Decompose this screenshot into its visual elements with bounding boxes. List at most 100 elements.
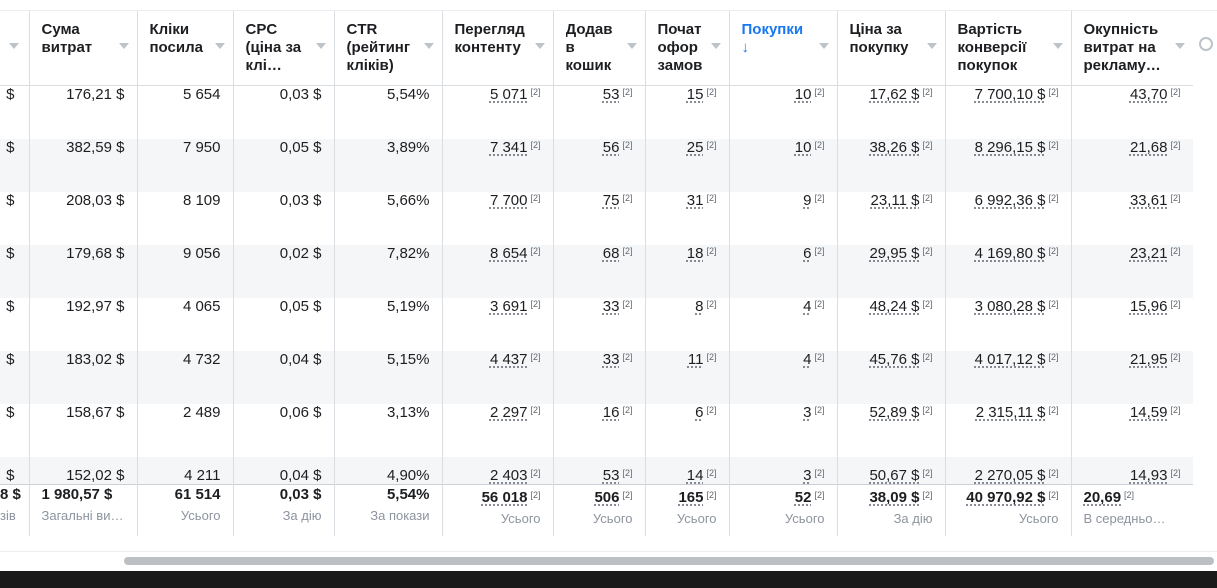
chevron-down-icon[interactable] [626, 43, 637, 49]
cell-content[interactable]: 50,67 $ [2] [869, 467, 944, 484]
table-row[interactable]: $179,68 $9 056 0,02 $7,82% 8 654 [2] 68 [2] 18… [0, 244, 1194, 298]
cell-content[interactable]: 17,62 $ [2] [869, 86, 944, 103]
table-row[interactable]: $382,59 $7 950 0,05 $3,89% 7 341 [2] 56 [2] 25… [0, 138, 1194, 192]
cell-content[interactable]: 23,21 [2] [1130, 245, 1192, 262]
column-header[interactable]: CTR (рейтинг кліків) [334, 11, 443, 86]
cell-content[interactable]: 43,70 [2] [1130, 86, 1192, 103]
cell-content[interactable]: 33 [2] [603, 298, 644, 315]
cell-content[interactable]: 33,61 [2] [1130, 192, 1192, 209]
cell-content[interactable]: 6 992,36 $ [2] [975, 192, 1070, 209]
cell-content[interactable]: 15 [2] [687, 86, 728, 103]
cell-content[interactable]: 8 [2] [695, 298, 728, 315]
chevron-down-icon[interactable] [423, 43, 434, 49]
chevron-down-icon[interactable] [926, 43, 937, 49]
cell-content[interactable]: 31 [2] [687, 192, 728, 209]
cell-content[interactable]: 5 071 [2] [490, 86, 552, 103]
chevron-down-icon[interactable] [534, 43, 545, 49]
cell-content[interactable]: 4 [2] [803, 351, 836, 368]
column-header[interactable]: Ціна за покупку [837, 11, 946, 86]
cell-content[interactable]: 3 080,28 $ [2] [975, 298, 1070, 315]
footnote-mark: [2] [814, 351, 825, 362]
column-header[interactable]: Сума витрат [29, 11, 138, 86]
cell-content[interactable]: 7 341 [2] [490, 139, 552, 156]
table-row[interactable]: $208,03 $8 109 0,03 $5,66% 7 700 [2] 75 [2] 31… [0, 191, 1194, 245]
cell-content[interactable]: 16 [2] [603, 404, 644, 421]
chevron-down-icon[interactable] [1174, 43, 1185, 49]
cell-content[interactable]: 53 [2] [603, 86, 644, 103]
cell-content[interactable]: 4 169,80 $ [2] [975, 245, 1070, 262]
cell-content[interactable]: 7 700,10 $ [2] [975, 86, 1070, 103]
total-value[interactable]: 165 [678, 488, 704, 506]
cell-content[interactable]: 2 315,11 $ [2] [976, 404, 1070, 421]
chevron-down-icon[interactable] [1052, 43, 1063, 49]
cell-content[interactable]: 23,11 $ [2] [871, 192, 944, 209]
cell-content[interactable]: 7 700 [2] [490, 192, 552, 209]
cell-content[interactable]: 25 [2] [687, 139, 728, 156]
cell-content[interactable]: 29,95 $ [2] [869, 245, 944, 262]
cell-content[interactable]: 48,24 $ [2] [869, 298, 944, 315]
cell-content[interactable]: 53 [2] [603, 467, 644, 484]
column-header[interactable]: Покупки ↓ [729, 11, 838, 86]
cell-content[interactable]: 33 [2] [603, 351, 644, 368]
cell-content[interactable]: 4 437 [2] [490, 351, 552, 368]
cell-content[interactable]: 15,96 [2] [1130, 298, 1192, 315]
column-header[interactable]: Почат офор замов [645, 11, 730, 86]
cell-content[interactable]: 14 [2] [687, 467, 728, 484]
cell-content[interactable]: 11 [2] [688, 351, 728, 368]
chevron-down-icon[interactable] [315, 43, 326, 49]
scrollbar-thumb[interactable] [124, 557, 1214, 565]
total-value[interactable]: 506 [594, 488, 620, 506]
column-header[interactable] [0, 11, 30, 86]
chevron-down-icon[interactable] [710, 43, 721, 49]
cell-content[interactable]: 3 [2] [803, 467, 836, 484]
total-value[interactable]: 40 970,92 $ [966, 488, 1046, 506]
cell-content[interactable]: 4 [2] [803, 298, 836, 315]
column-header[interactable]: CPC (ціна за клі… [233, 11, 335, 86]
total-value[interactable]: 56 018 [481, 488, 528, 506]
cell-content[interactable]: 8 654 [2] [490, 245, 552, 262]
cell-content[interactable]: 52,89 $ [2] [869, 404, 944, 421]
cell-content[interactable]: 56 [2] [603, 139, 644, 156]
chevron-down-icon[interactable] [818, 43, 829, 49]
cell-content[interactable]: 2 270,05 $ [2] [975, 467, 1070, 484]
cell-content[interactable]: 10 [2] [795, 139, 836, 156]
cell-content[interactable]: 10 [2] [795, 86, 836, 103]
cell-content[interactable]: 21,95 [2] [1130, 351, 1192, 368]
add-column-icon[interactable] [1199, 37, 1213, 51]
table-row[interactable]: $183,02 $4 732 0,04 $5,15% 4 437 [2] 33 [2] 11… [0, 350, 1194, 404]
cell-content[interactable]: 18 [2] [687, 245, 728, 262]
total-value[interactable]: 20,69 [1083, 488, 1122, 506]
column-header[interactable]: Додав в кошик [553, 11, 646, 86]
cell-content[interactable]: 9 [2] [803, 192, 836, 209]
cell-content[interactable]: 68 [2] [603, 245, 644, 262]
table-row[interactable]: $152,02 $4 211 0,04 $4,90% 2 403 [2] 53 [2] 14… [0, 456, 1194, 484]
total-value[interactable]: 38,09 $ [869, 488, 920, 506]
cell-content[interactable]: 8 296,15 $ [2] [975, 139, 1070, 156]
cell-content[interactable]: 6 [2] [695, 404, 728, 421]
cell-content[interactable]: 45,76 $ [2] [869, 351, 944, 368]
chevron-down-icon[interactable] [214, 43, 225, 49]
cell-content[interactable]: 21,68 [2] [1130, 139, 1192, 156]
table-row[interactable]: $192,97 $4 065 0,05 $5,19% 3 691 [2] 33 [2] 8[… [0, 297, 1194, 351]
footnote-mark: [2] [530, 245, 541, 256]
cell-content[interactable]: 6 [2] [803, 245, 836, 262]
column-header[interactable]: Окупність витрат на рекламу… [1071, 11, 1194, 86]
column-header[interactable]: Перегляд контенту [442, 11, 554, 86]
chevron-down-icon[interactable] [8, 43, 19, 49]
cell-content[interactable]: 2 403 [2] [490, 467, 552, 484]
total-value-wrap: 40 970,92 $ [2] [946, 485, 1071, 508]
cell-content[interactable]: 3 691 [2] [490, 298, 552, 315]
cell-content[interactable]: 2 297 [2] [490, 404, 552, 421]
chevron-down-icon[interactable] [118, 43, 129, 49]
column-header[interactable]: Вартість конверсії покупок [945, 11, 1072, 86]
table-row[interactable]: $158,67 $2 489 0,06 $3,13% 2 297 [2] 16 [2] 6[… [0, 403, 1194, 457]
cell-content[interactable]: 75 [2] [603, 192, 644, 209]
cell-content[interactable]: 3 [2] [803, 404, 836, 421]
table-row[interactable]: $176,21 $5 654 0,03 $5,54% 5 071 [2] 53 [2] 15… [0, 85, 1194, 139]
cell-content[interactable]: 14,59 [2] [1130, 404, 1192, 421]
cell-content[interactable]: 4 017,12 $ [2] [975, 351, 1070, 368]
cell-content[interactable]: 38,26 $ [2] [869, 139, 944, 156]
column-header[interactable]: Кліки посила [137, 11, 234, 86]
total-value[interactable]: 52 [794, 488, 812, 506]
cell-content[interactable]: 14,93 [2] [1130, 467, 1192, 484]
